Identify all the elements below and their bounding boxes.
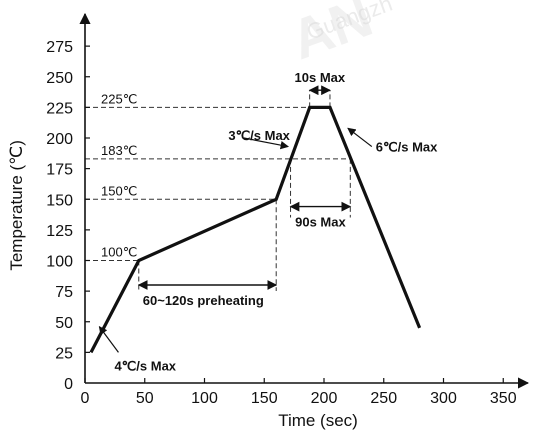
span-label: 10s Max	[295, 70, 346, 85]
y-tick-label: 225	[46, 100, 73, 117]
x-tick-label: 0	[81, 390, 90, 407]
axes: 0 50 100 150 200 250 300 350 0 25 50 75 100 125 150 175…	[46, 12, 530, 407]
y-tick-label: 175	[46, 162, 73, 179]
pointer-label: 4℃/s Max	[114, 358, 176, 373]
x-tick-label: 200	[311, 390, 338, 407]
reference-line-label: 150℃	[101, 183, 137, 198]
reference-line-label: 100℃	[101, 245, 137, 260]
y-tick-label: 0	[64, 376, 73, 393]
y-tick-label: 200	[46, 131, 73, 148]
annotations: 10s Max 90s Max 60~120s preheating 3℃/s Max…	[98, 70, 438, 373]
y-axis-title: Temperature (℃)	[7, 140, 26, 271]
pointer-arrow	[347, 127, 373, 148]
x-tick-label: 350	[490, 390, 517, 407]
y-tick-label: 25	[55, 345, 73, 362]
y-tick-label: 250	[46, 70, 73, 87]
span-label: 90s Max	[295, 215, 346, 230]
y-tick-label: 50	[55, 315, 73, 332]
pointer-arrow	[98, 325, 119, 353]
x-tick-label: 250	[370, 390, 397, 407]
x-axis-title: Time (sec)	[278, 411, 358, 430]
y-tick-label: 275	[46, 39, 73, 56]
pointer-label: 6℃/s Max	[376, 140, 438, 155]
x-tick-label: 300	[430, 390, 457, 407]
y-tick-label: 150	[46, 192, 73, 209]
pointer-arrow	[243, 137, 289, 150]
x-tick-label: 50	[136, 390, 154, 407]
pointer-label: 3℃/s Max	[228, 128, 290, 143]
reference-lines: 225℃ 183℃ 150℃ 100℃	[85, 90, 351, 291]
reference-line-label: 225℃	[101, 91, 137, 106]
profile-line	[89, 105, 422, 354]
y-tick-label: 100	[46, 254, 73, 271]
span-label: 60~120s preheating	[143, 293, 264, 308]
y-tick-label: 125	[46, 223, 73, 240]
x-tick-label: 150	[251, 390, 278, 407]
x-tick-label: 100	[191, 390, 218, 407]
series-layer	[89, 105, 422, 354]
y-tick-label: 75	[55, 284, 73, 301]
reference-line-label: 183℃	[101, 143, 137, 158]
